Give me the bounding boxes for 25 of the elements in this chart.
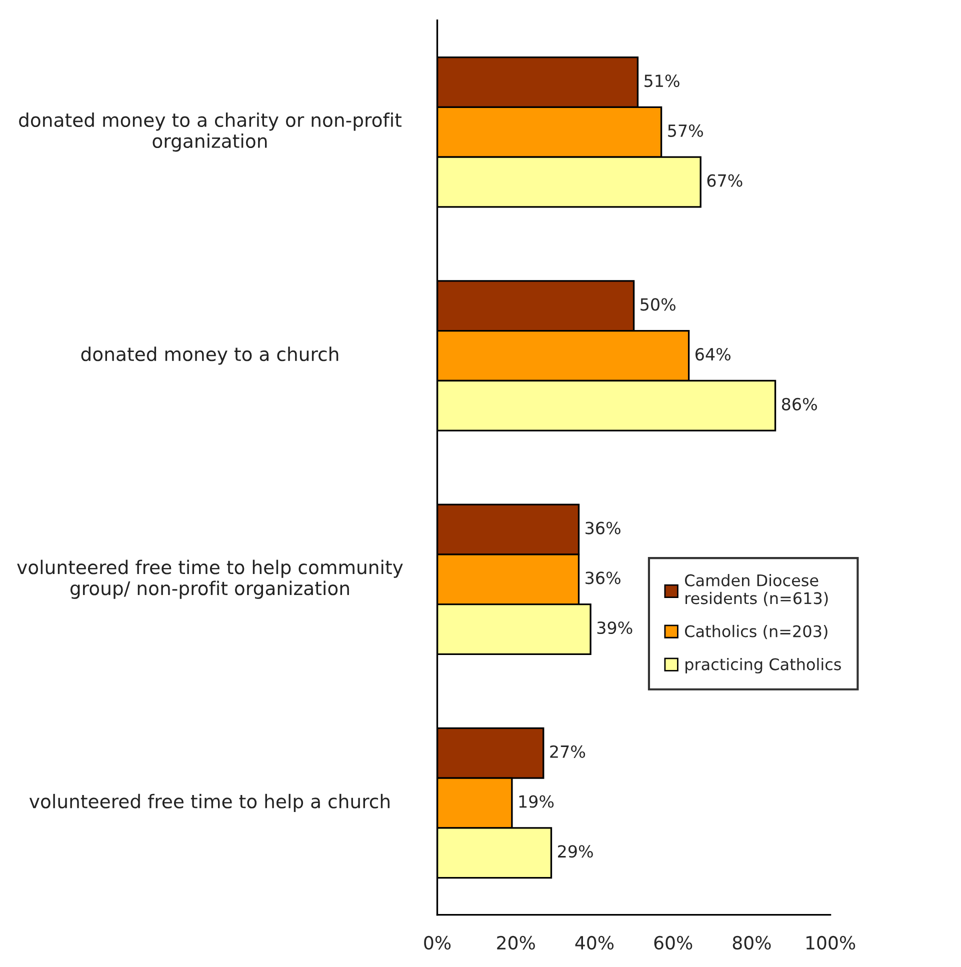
data-label: 27% <box>550 745 586 758</box>
data-label: 51% <box>644 74 680 88</box>
data-label: 39% <box>597 621 632 634</box>
y-tick-label: donated money to a church <box>81 346 338 365</box>
x-tick-label: 80% <box>732 936 771 950</box>
y-tick-label: donated money to a charity or non-profit organization <box>19 112 402 152</box>
x-tick-label: 40% <box>575 936 614 950</box>
data-label: 64% <box>696 348 730 361</box>
data-label: 57% <box>668 124 703 137</box>
legend-label: Camden Diocese residents (n=613) <box>685 574 828 606</box>
x-tick-label: 20% <box>497 936 535 950</box>
data-label: 29% <box>558 845 593 858</box>
legend-label: practicing Catholics <box>686 658 841 674</box>
data-label: 67% <box>707 174 742 187</box>
y-tick-label: volunteered free time to help community group/ non-profit organization <box>17 560 403 599</box>
x-tick-label: 0% <box>424 936 451 950</box>
data-label: 36% <box>586 572 620 584</box>
y-tick-label: volunteered free time to help a church <box>29 794 390 812</box>
data-label: 19% <box>519 795 554 808</box>
x-tick-label: 100% <box>806 936 856 950</box>
data-label: 50% <box>640 298 676 311</box>
legend-label: Catholics (n=203) <box>685 624 828 640</box>
data-label: 86% <box>782 398 817 410</box>
data-label: 36% <box>586 522 620 534</box>
x-tick-label: 60% <box>654 936 692 950</box>
